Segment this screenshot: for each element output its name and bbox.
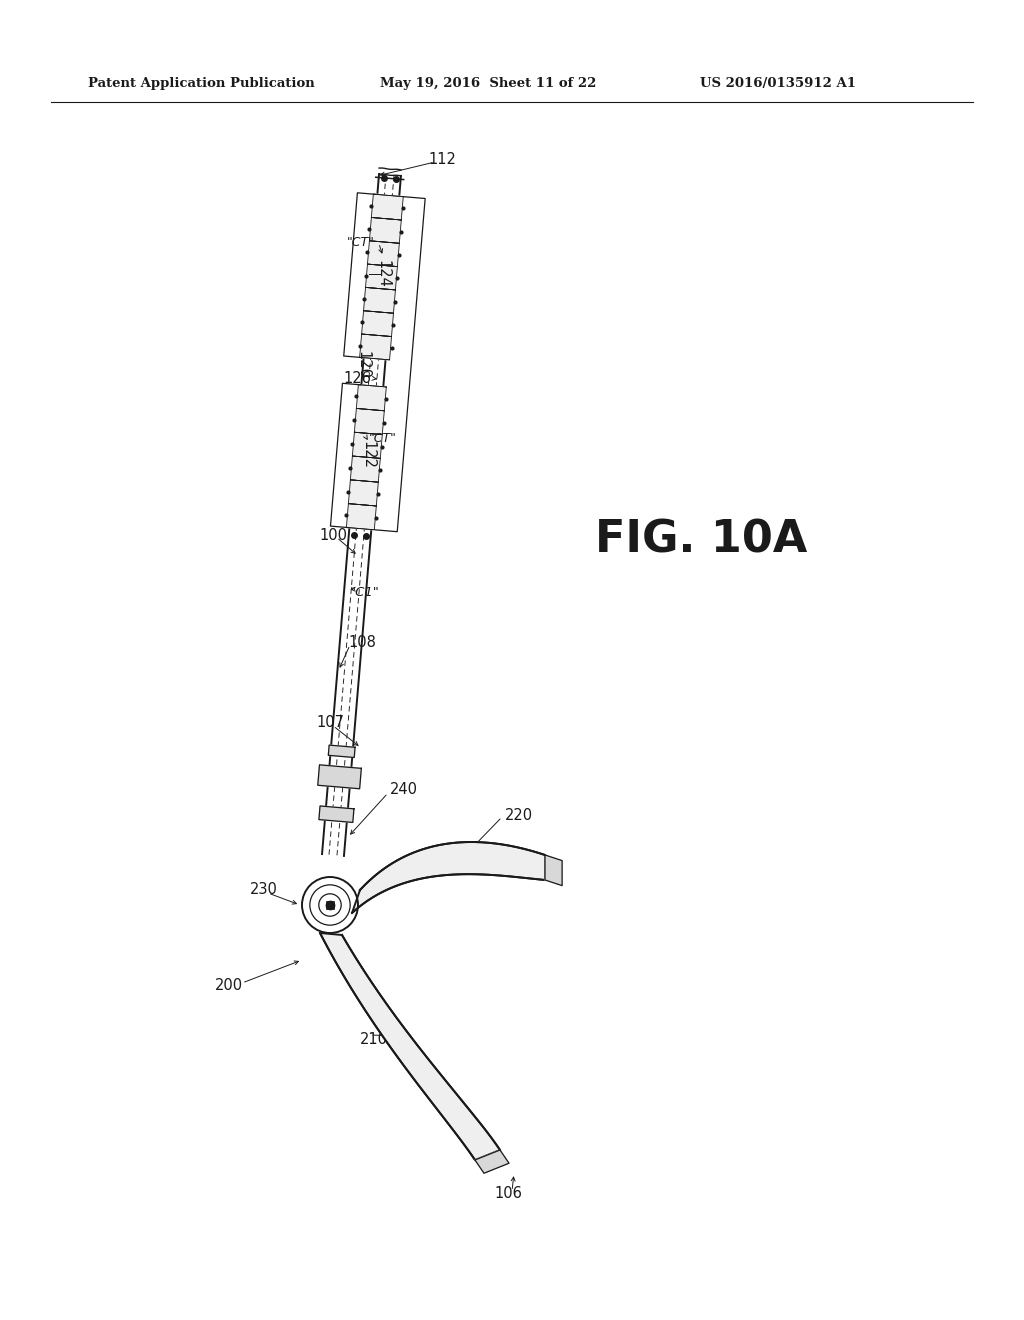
Polygon shape	[352, 842, 545, 913]
Polygon shape	[318, 807, 354, 822]
Polygon shape	[370, 218, 401, 243]
Polygon shape	[346, 504, 376, 529]
Text: 100: 100	[319, 528, 347, 543]
Text: 107: 107	[316, 715, 344, 730]
Polygon shape	[354, 408, 384, 434]
Polygon shape	[348, 480, 378, 506]
Text: May 19, 2016  Sheet 11 of 22: May 19, 2016 Sheet 11 of 22	[380, 77, 596, 90]
Text: FIG. 10A: FIG. 10A	[595, 519, 807, 561]
Polygon shape	[352, 432, 382, 458]
Polygon shape	[359, 334, 391, 360]
Polygon shape	[319, 933, 500, 1160]
Polygon shape	[368, 240, 399, 267]
Text: 124: 124	[376, 260, 390, 288]
Polygon shape	[356, 384, 386, 411]
Text: "CT": "CT"	[347, 236, 375, 249]
Text: 126: 126	[343, 371, 372, 385]
Text: 210: 210	[360, 1032, 388, 1048]
Text: 120: 120	[355, 351, 371, 379]
Text: US 2016/0135912 A1: US 2016/0135912 A1	[700, 77, 856, 90]
Text: 122: 122	[360, 441, 376, 469]
Text: 230: 230	[250, 883, 278, 898]
Text: "CT": "CT"	[369, 432, 396, 445]
Polygon shape	[364, 288, 395, 313]
Polygon shape	[366, 264, 397, 290]
Text: 200: 200	[215, 978, 243, 993]
Text: 106: 106	[494, 1185, 522, 1201]
Text: "C1": "C1"	[350, 586, 380, 599]
Text: 220: 220	[505, 808, 534, 822]
Text: 112: 112	[428, 153, 456, 168]
Text: Patent Application Publication: Patent Application Publication	[88, 77, 314, 90]
Polygon shape	[317, 764, 361, 789]
Bar	[326, 902, 334, 909]
Polygon shape	[475, 1150, 509, 1173]
Polygon shape	[350, 455, 380, 482]
Polygon shape	[329, 744, 355, 758]
Polygon shape	[545, 855, 562, 886]
Polygon shape	[372, 194, 403, 220]
Polygon shape	[361, 310, 393, 337]
Text: 108: 108	[348, 635, 376, 651]
Text: 240: 240	[390, 783, 418, 797]
